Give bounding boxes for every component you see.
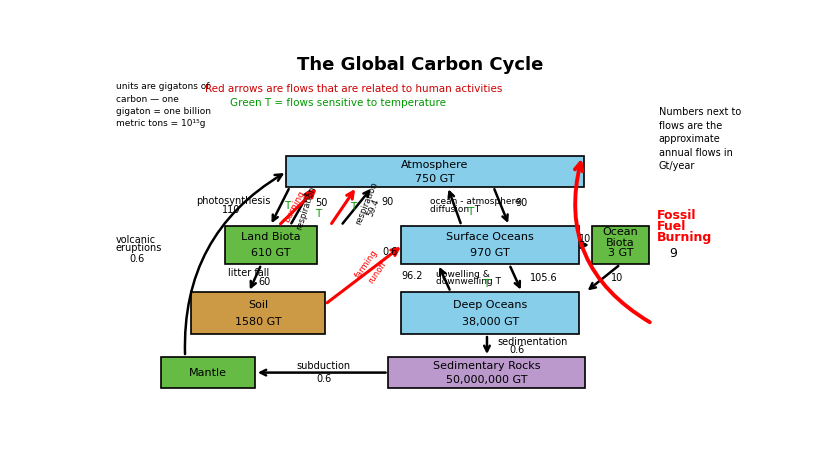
FancyBboxPatch shape [591, 226, 649, 264]
Text: respiration: respiration [294, 185, 317, 232]
Text: volcanic: volcanic [115, 235, 155, 245]
Text: subduction: subduction [296, 360, 351, 370]
Text: 105.6: 105.6 [529, 272, 556, 282]
Text: diffusion  T: diffusion T [430, 205, 480, 214]
Text: farming: farming [353, 247, 379, 280]
Text: Green T = flows sensitive to temperature: Green T = flows sensitive to temperature [229, 98, 445, 108]
Text: litter fall: litter fall [228, 268, 269, 278]
Text: Fossil: Fossil [656, 209, 695, 222]
Text: 9: 9 [668, 247, 676, 260]
Text: 3 GT: 3 GT [607, 248, 632, 258]
Text: 0.6: 0.6 [509, 345, 524, 355]
Text: Numbers next to
flows are the
approximate
annual flows in
Gt/year: Numbers next to flows are the approximat… [658, 107, 740, 171]
FancyBboxPatch shape [192, 292, 324, 334]
Text: 90: 90 [515, 197, 527, 207]
Text: Deep Oceans: Deep Oceans [452, 300, 527, 310]
FancyBboxPatch shape [224, 226, 316, 264]
Text: 0.6: 0.6 [129, 254, 145, 264]
Text: eruptions: eruptions [115, 243, 161, 253]
Text: Land Biota: Land Biota [241, 232, 300, 242]
Text: photosynthesis: photosynthesis [197, 196, 270, 206]
Text: 50: 50 [314, 198, 327, 208]
Text: 59.4: 59.4 [366, 197, 381, 218]
FancyBboxPatch shape [400, 292, 578, 334]
Text: upwelling &: upwelling & [435, 270, 489, 279]
Text: burning: burning [282, 189, 306, 224]
Text: 0.6: 0.6 [382, 247, 397, 257]
Text: 10: 10 [579, 234, 590, 244]
Text: T: T [466, 207, 473, 217]
Text: runoff: runoff [365, 259, 387, 285]
Text: 50,000,000 GT: 50,000,000 GT [446, 375, 527, 385]
Text: Surface Oceans: Surface Oceans [446, 232, 533, 242]
Text: 1580 GT: 1580 GT [234, 317, 281, 327]
Text: T: T [482, 279, 489, 289]
Text: 38,000 GT: 38,000 GT [461, 317, 518, 327]
Text: 610 GT: 610 GT [251, 248, 290, 258]
Text: T: T [315, 209, 321, 219]
Text: The Global Carbon Cycle: The Global Carbon Cycle [296, 56, 543, 74]
FancyBboxPatch shape [285, 156, 583, 188]
Text: Soil: Soil [248, 300, 268, 310]
Text: Sedimentary Rocks: Sedimentary Rocks [432, 361, 540, 371]
Text: Atmosphere: Atmosphere [400, 160, 468, 170]
Text: Burning: Burning [656, 231, 711, 244]
Text: sedimentation: sedimentation [497, 337, 568, 347]
Text: 110: 110 [222, 205, 240, 215]
Text: 96.2: 96.2 [400, 271, 423, 281]
FancyBboxPatch shape [388, 357, 585, 388]
Text: ocean - atmosphere: ocean - atmosphere [430, 197, 520, 206]
Text: 970 GT: 970 GT [470, 248, 509, 258]
Text: 10: 10 [610, 272, 622, 282]
Text: 750 GT: 750 GT [414, 173, 454, 183]
Text: 90: 90 [382, 197, 393, 207]
Text: units are gigatons of
carbon — one
gigaton = one billion
metric tons = 10¹⁵g: units are gigatons of carbon — one gigat… [116, 83, 211, 128]
FancyBboxPatch shape [161, 357, 255, 388]
Text: 60: 60 [258, 276, 270, 287]
FancyBboxPatch shape [400, 226, 578, 264]
Text: Ocean
Biota: Ocean Biota [602, 227, 637, 248]
Text: respiration: respiration [353, 180, 378, 226]
Text: downwelling T: downwelling T [435, 276, 500, 286]
Text: T: T [350, 202, 355, 212]
Text: 0.6: 0.6 [315, 374, 331, 384]
Text: Fuel: Fuel [656, 220, 686, 233]
Text: Red arrows are flows that are related to human activities: Red arrows are flows that are related to… [205, 84, 501, 94]
Text: T: T [283, 201, 290, 211]
Text: Mantle: Mantle [188, 368, 227, 378]
